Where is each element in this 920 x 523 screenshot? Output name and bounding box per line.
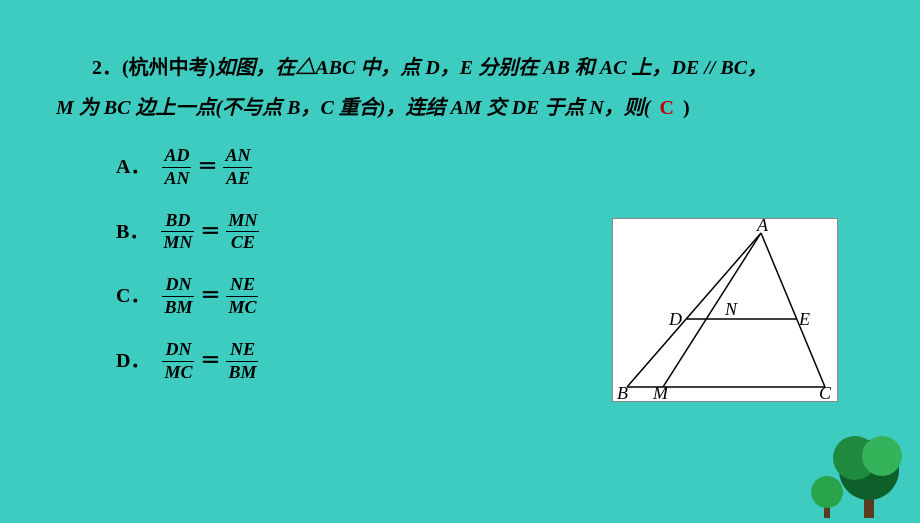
diagram-svg: ABCMDEN [613, 219, 839, 403]
point-label-D: D [668, 309, 682, 329]
frac-bot: MC [226, 298, 258, 318]
question-line-2: M 为 BC 边上一点(不与点 B，C 重合)，连结 AM 交 DE 于点 N，… [56, 88, 864, 128]
triangle-diagram: ABCMDEN [612, 218, 838, 402]
point-label-N: N [724, 299, 738, 319]
question-text-1: 如图，在△ABC 中，点 D，E 分别在 AB 和 AC 上，DE // BC， [215, 57, 767, 79]
point-label-M: M [652, 383, 669, 403]
frac-top: NE [228, 340, 257, 360]
equals-sign: ＝ [200, 212, 220, 252]
tree-canopy-small [811, 476, 843, 508]
question-text-2: M 为 BC 边上一点(不与点 B，C 重合)，连结 AM 交 DE 于点 N，… [56, 97, 650, 119]
frac-bot: AE [224, 169, 252, 189]
question-line-1: 2．(杭州中考)如图，在△ABC 中，点 D，E 分别在 AB 和 AC 上，D… [56, 48, 864, 88]
frac-top: MN [226, 211, 259, 231]
trees-svg [720, 398, 920, 518]
fraction-rhs: NE BM [226, 340, 258, 383]
frac-top: AN [223, 146, 252, 166]
question-source: (杭州中考) [122, 57, 215, 79]
fraction-rhs: AN AE [223, 146, 252, 189]
edge-CA [761, 233, 825, 387]
fraction-lhs: AD AN [162, 146, 191, 189]
equals-sign: ＝ [197, 147, 217, 187]
frac-top: DN [163, 275, 193, 295]
answer-letter: C [655, 97, 677, 119]
decorative-trees [720, 398, 920, 518]
option-label: C． [116, 276, 150, 316]
point-label-B: B [617, 383, 628, 403]
fraction-lhs: DN MC [162, 340, 194, 383]
point-label-E: E [798, 309, 810, 329]
edge-AB [627, 233, 761, 387]
frac-bot: MN [161, 233, 194, 253]
frac-bot: MC [162, 363, 194, 383]
fraction-lhs: DN BM [162, 275, 194, 318]
option-label: D． [116, 341, 150, 381]
fraction-lhs: BDMN [161, 211, 194, 254]
frac-bot: AN [162, 169, 191, 189]
equals-sign: ＝ [200, 276, 220, 316]
question-number: 2． [92, 57, 122, 79]
option-a: A． AD AN ＝ AN AE [116, 146, 864, 189]
frac-top: NE [228, 275, 257, 295]
frac-top: AD [162, 146, 191, 166]
frac-top: BD [163, 211, 192, 231]
point-label-A: A [756, 219, 769, 235]
option-label: A． [116, 147, 150, 187]
frac-top: DN [163, 340, 193, 360]
fraction-rhs: MNCE [226, 211, 259, 254]
frac-bot: BM [226, 363, 258, 383]
tree-canopy-3 [862, 436, 902, 476]
equals-sign: ＝ [200, 341, 220, 381]
frac-bot: BM [162, 298, 194, 318]
closing-paren: ) [683, 97, 690, 119]
option-label: B． [116, 212, 149, 252]
frac-bot: CE [229, 233, 257, 253]
fraction-rhs: NE MC [226, 275, 258, 318]
